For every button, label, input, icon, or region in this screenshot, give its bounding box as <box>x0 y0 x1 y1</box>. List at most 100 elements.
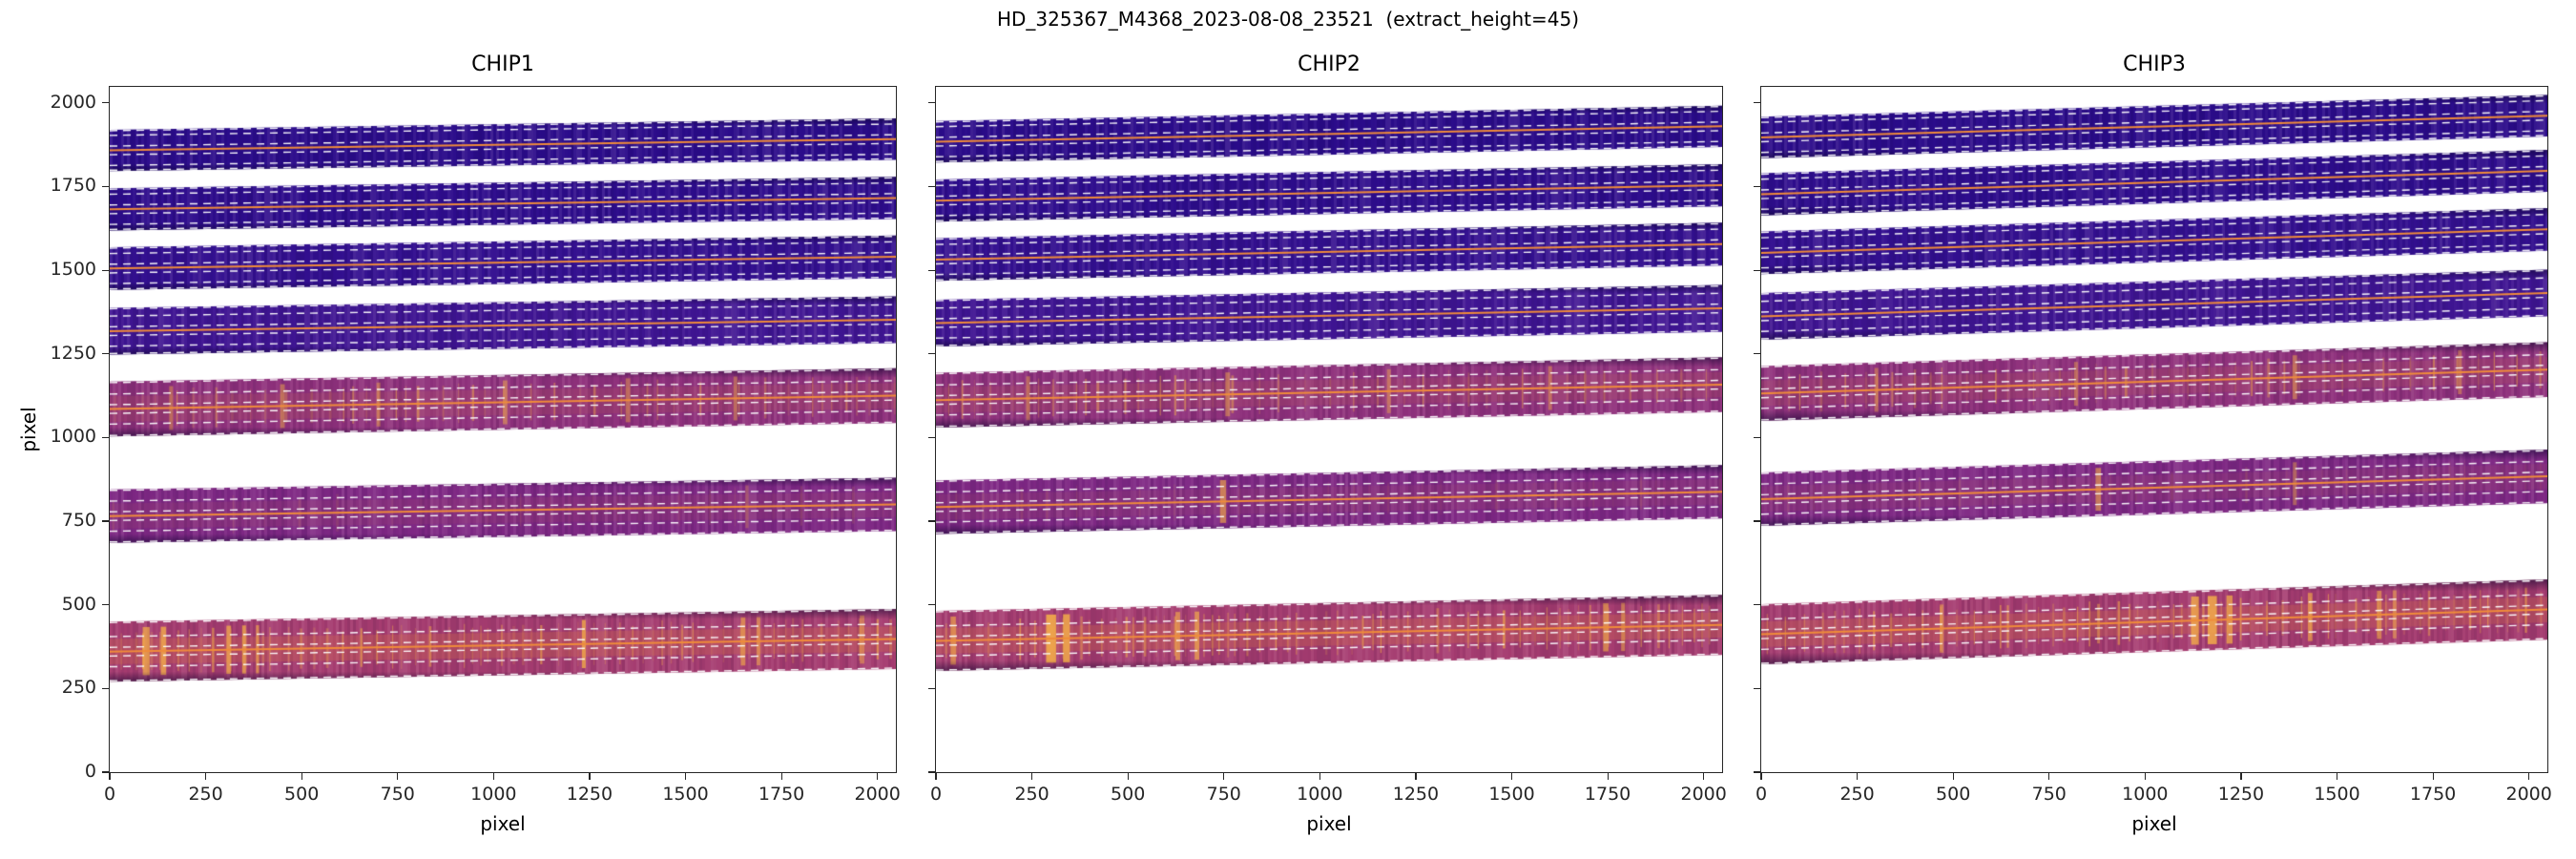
y-tick-mark <box>1754 102 1760 104</box>
x-tick-label: 2000 <box>1680 784 1727 805</box>
x-tick-label: 0 <box>929 784 943 805</box>
x-tick-mark <box>2432 773 2434 780</box>
y-tick-mark <box>102 604 109 606</box>
y-tick-mark <box>928 102 935 104</box>
x-tick-label: 1000 <box>470 784 517 805</box>
y-tick-label: 500 <box>61 593 96 615</box>
y-tick-mark <box>102 520 109 522</box>
y-tick-mark <box>1754 604 1760 606</box>
x-tick-mark <box>397 773 399 780</box>
x-tick-mark <box>1319 773 1320 780</box>
x-tick-label: 1750 <box>758 784 805 805</box>
chip1-spectral-image <box>110 87 896 772</box>
x-tick-label: 1250 <box>1392 784 1440 805</box>
y-tick-mark <box>1754 520 1760 522</box>
subplot-title-chip1: CHIP1 <box>471 52 534 76</box>
x-tick-mark <box>1760 773 1762 780</box>
x-tick-label: 500 <box>1936 784 1971 805</box>
x-tick-label: 2000 <box>854 784 901 805</box>
y-tick-mark <box>928 604 935 606</box>
y-tick-mark <box>102 102 109 104</box>
y-tick-mark <box>1754 687 1760 689</box>
x-tick-mark <box>780 773 782 780</box>
x-tick-label: 750 <box>2031 784 2067 805</box>
y-tick-label: 750 <box>61 510 96 532</box>
y-tick-mark <box>102 771 109 773</box>
y-tick-mark <box>1754 771 1760 773</box>
subplot-title-chip2: CHIP2 <box>1298 52 1361 76</box>
x-tick-mark <box>1127 773 1129 780</box>
x-tick-label: 1500 <box>2314 784 2360 805</box>
x-tick-mark <box>1223 773 1225 780</box>
x-tick-mark <box>2144 773 2146 780</box>
y-tick-mark <box>1754 269 1760 271</box>
x-tick-mark <box>1607 773 1609 780</box>
y-tick-mark <box>928 269 935 271</box>
x-tick-mark <box>684 773 687 780</box>
x-axis-label: pixel <box>480 812 526 835</box>
subplot-chip2: CHIP2 pixel 0 250 500 750 1000 1250 1500 1750 20… <box>928 52 1727 835</box>
figure-title: HD_325367_M4368_2023-08-08_23521 (extrac… <box>996 8 1580 31</box>
y-tick-mark <box>928 771 935 773</box>
y-tick-mark <box>1754 436 1760 438</box>
y-tick-mark <box>102 185 109 188</box>
x-tick-mark <box>301 773 302 780</box>
x-tick-label: 250 <box>1014 784 1049 805</box>
x-tick-mark <box>204 773 207 780</box>
x-tick-label: 500 <box>284 784 320 805</box>
subplot-title-chip3: CHIP3 <box>2123 52 2186 76</box>
x-tick-mark <box>877 773 879 780</box>
x-tick-mark <box>1703 773 1705 780</box>
y-tick-mark <box>928 520 935 522</box>
chip2-spectral-image <box>936 87 1722 772</box>
chip3-spectral-image <box>1761 87 2547 772</box>
x-tick-label: 750 <box>380 784 415 805</box>
x-tick-label: 1000 <box>2122 784 2169 805</box>
y-tick-label: 0 <box>84 761 96 782</box>
x-tick-mark <box>589 773 591 780</box>
x-tick-label: 1250 <box>2217 784 2265 805</box>
y-tick-label: 2000 <box>50 91 96 113</box>
subplot-chip1: CHIP1 pixel 0 250 500 750 1000 1250 1500 1750 20… <box>51 52 901 835</box>
x-tick-mark <box>1856 773 1859 780</box>
x-tick-mark <box>2048 773 2050 780</box>
x-tick-label: 0 <box>1755 784 1768 805</box>
x-tick-label: 500 <box>1111 784 1146 805</box>
x-tick-mark <box>1510 773 1513 780</box>
y-tick-label: 250 <box>61 677 96 699</box>
x-tick-mark <box>1415 773 1417 780</box>
x-tick-label: 1250 <box>566 784 613 805</box>
x-tick-mark <box>1952 773 1954 780</box>
x-tick-label: 1750 <box>2409 784 2457 805</box>
x-tick-label: 0 <box>103 784 116 805</box>
y-tick-mark <box>1754 353 1760 355</box>
y-tick-label: 1000 <box>50 426 96 448</box>
y-tick-mark <box>928 353 935 355</box>
x-tick-mark <box>109 773 111 780</box>
y-tick-mark <box>102 687 109 689</box>
x-axis-label: pixel <box>1306 812 1352 835</box>
x-tick-mark <box>2240 773 2242 780</box>
y-tick-mark <box>1754 185 1760 188</box>
x-tick-label: 2000 <box>2505 784 2552 805</box>
x-tick-mark <box>2528 773 2530 780</box>
y-tick-label: 1750 <box>50 175 96 197</box>
y-tick-mark <box>928 687 935 689</box>
x-tick-label: 1500 <box>1488 784 1535 805</box>
x-tick-label: 1500 <box>662 784 709 805</box>
x-tick-label: 750 <box>1206 784 1241 805</box>
subplot-chip3: CHIP3 pixel 0 250 500 750 1000 1250 1500 1750 20… <box>1754 52 2552 835</box>
x-tick-label: 1000 <box>1297 784 1343 805</box>
x-tick-label: 1750 <box>1584 784 1631 805</box>
x-axis-label: pixel <box>2131 812 2177 835</box>
y-tick-mark <box>102 269 109 271</box>
x-tick-label: 250 <box>188 784 223 805</box>
y-tick-mark <box>928 436 935 438</box>
x-tick-label: 250 <box>1839 784 1875 805</box>
x-tick-mark <box>935 773 937 780</box>
y-tick-mark <box>928 185 935 188</box>
x-tick-mark <box>492 773 494 780</box>
y-tick-label: 1500 <box>50 259 96 281</box>
y-tick-label: 1250 <box>50 342 96 364</box>
